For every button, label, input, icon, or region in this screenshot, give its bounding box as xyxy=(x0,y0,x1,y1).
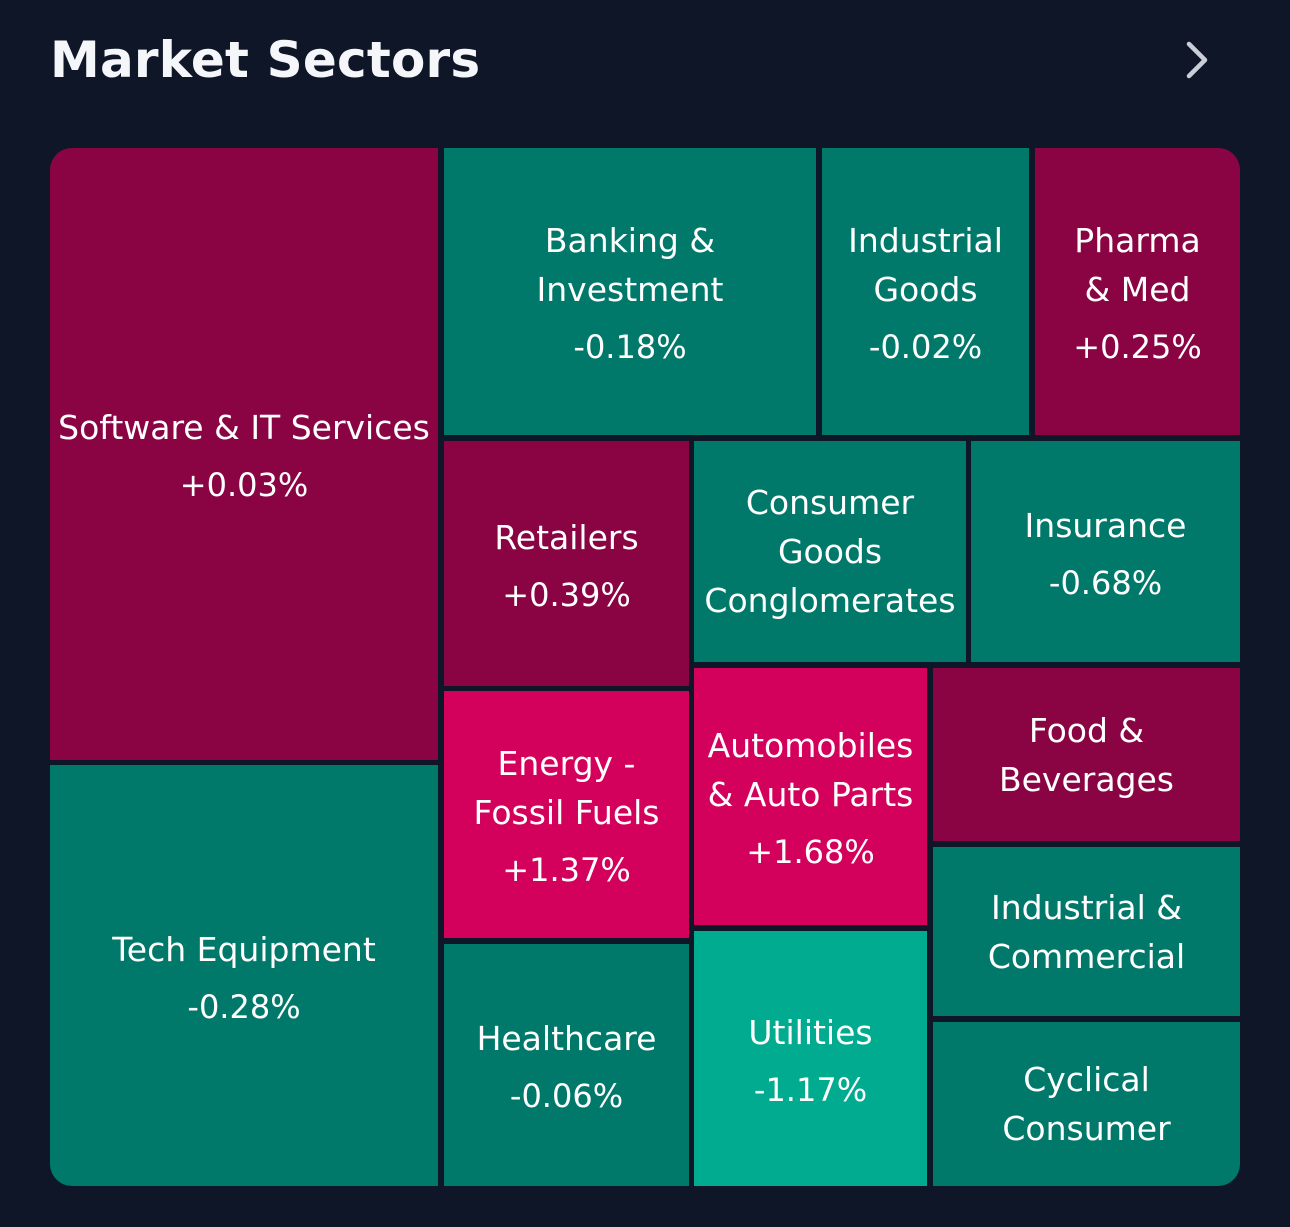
sector-change: +1.37% xyxy=(502,851,631,889)
sector-tile-automobiles-auto-parts[interactable]: Automobiles & Auto Parts +1.68% xyxy=(694,668,927,925)
sector-name: Food & Beverages xyxy=(998,710,1174,799)
sector-treemap: Software & IT Services +0.03% Tech Equip… xyxy=(50,148,1240,1186)
sector-name: Automobiles & Auto Parts xyxy=(707,726,914,814)
sector-tile-software-it-services[interactable]: Software & IT Services +0.03% xyxy=(50,148,438,760)
header: Market Sectors xyxy=(50,28,1240,92)
sector-tile-tech-equipment[interactable]: Tech Equipment -0.28% xyxy=(50,765,438,1186)
sector-name: Industrial Goods xyxy=(848,221,1003,309)
sector-tile-cyclical-consumer[interactable]: Cyclical Consumer xyxy=(933,1022,1240,1186)
sector-tile-food-beverages[interactable]: Food & Beverages xyxy=(933,668,1240,841)
sector-name: Utilities xyxy=(748,1012,873,1052)
sector-tile-industrial-commercial[interactable]: Industrial & Commercial xyxy=(933,847,1240,1016)
chevron-right-icon[interactable] xyxy=(1174,38,1218,82)
sector-name: Software & IT Services xyxy=(58,408,430,447)
sector-change: +0.03% xyxy=(179,466,309,504)
sector-name: Retailers xyxy=(494,517,639,557)
sector-tile-pharma-med[interactable]: Pharma & Med +0.25% xyxy=(1035,148,1240,435)
sector-tile-healthcare[interactable]: Healthcare -0.06% xyxy=(444,944,689,1186)
sector-name: Tech Equipment xyxy=(112,929,376,969)
sector-tile-retailers[interactable]: Retailers +0.39% xyxy=(444,441,689,686)
sector-name: Consumer Goods Conglomerates xyxy=(704,483,956,620)
sector-change: -0.06% xyxy=(509,1077,624,1115)
sector-change: -1.17% xyxy=(753,1070,868,1109)
sector-change: -0.28% xyxy=(187,987,301,1026)
sector-tile-banking-investment[interactable]: Banking & Investment -0.18% xyxy=(444,148,816,435)
sector-tile-industrial-goods[interactable]: Industrial Goods -0.02% xyxy=(822,148,1029,435)
sector-change: +1.68% xyxy=(746,833,875,871)
sector-change: +0.25% xyxy=(1073,328,1202,366)
sector-tile-insurance[interactable]: Insurance -0.68% xyxy=(971,441,1240,662)
sector-name: Cyclical Consumer xyxy=(1002,1060,1171,1148)
page-title: Market Sectors xyxy=(50,31,481,89)
sector-name: Banking & Investment xyxy=(536,221,724,309)
sector-tile-energy-fossil-fuels[interactable]: Energy - Fossil Fuels +1.37% xyxy=(444,691,689,938)
sector-change: -0.02% xyxy=(868,328,983,366)
sector-change: -0.68% xyxy=(1048,563,1163,602)
sector-change: +0.39% xyxy=(502,575,631,614)
sector-name: Healthcare xyxy=(476,1019,657,1058)
sector-name: Energy - Fossil Fuels xyxy=(473,744,660,832)
sector-name: Industrial & Commercial xyxy=(987,887,1186,976)
sector-tile-consumer-goods-conglomerates[interactable]: Consumer Goods Conglomerates xyxy=(694,441,966,662)
sector-name: Insurance xyxy=(1024,505,1187,545)
sector-tile-utilities[interactable]: Utilities -1.17% xyxy=(694,931,927,1186)
sector-name: Pharma & Med xyxy=(1074,221,1201,309)
sector-change: -0.18% xyxy=(573,328,687,366)
